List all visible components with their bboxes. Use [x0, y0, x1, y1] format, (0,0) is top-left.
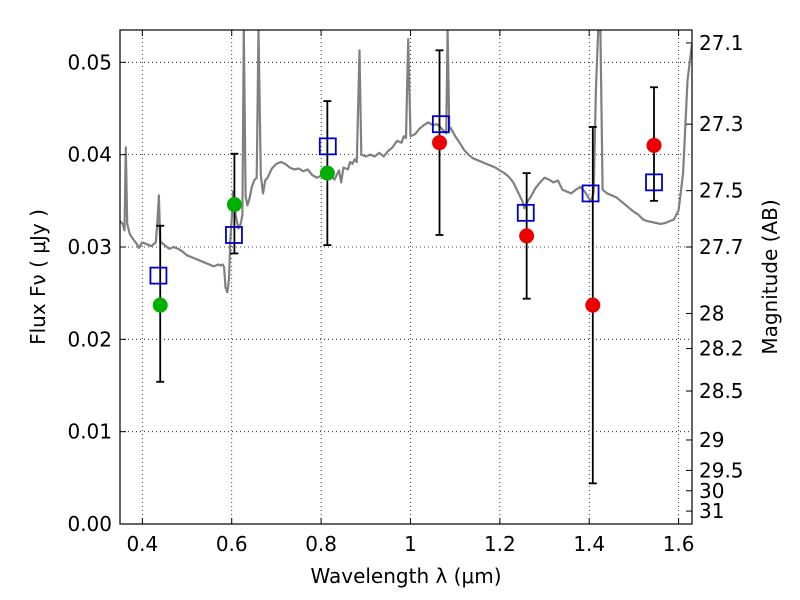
x-tick-label: 0.8: [305, 532, 337, 556]
model-spectrum-line: [120, 30, 692, 294]
x-tick-label: 1.2: [484, 532, 516, 556]
x-axis-label: Wavelength λ (μm): [310, 564, 501, 588]
model-photometry-square: [318, 137, 337, 156]
model-photometry-square: [581, 184, 600, 203]
right-tick-label: 30: [699, 479, 724, 503]
right-y-axis-label: Magnitude (AB): [758, 199, 782, 354]
x-tick-label: 0.4: [126, 532, 158, 556]
y-tick-label: 0.05: [67, 50, 112, 74]
x-tick-label: 0.6: [216, 532, 248, 556]
right-tick-label: 27.1: [699, 31, 744, 55]
observed-point-green: [152, 297, 168, 313]
model-photometry-square: [225, 226, 243, 244]
axis-ticks: 0.4 0.6 0.8 1 1.2 1.4 1.6 0.00 0.01 0.02 0.03 0.04 0…: [67, 30, 744, 556]
right-tick-label: 27.3: [699, 112, 744, 136]
spectrum-layer: [120, 30, 692, 294]
x-tick-label: 1.6: [663, 532, 695, 556]
observed-point-red: [646, 137, 662, 153]
y-axis-label: Flux Fν ( μJy ): [26, 209, 50, 345]
right-tick-label: 29.5: [699, 458, 744, 482]
y-tick-label: 0.01: [67, 420, 112, 444]
right-tick-label: 27.5: [699, 179, 744, 203]
right-tick-label: 31: [699, 499, 724, 523]
observed-point-red: [585, 297, 601, 313]
y-tick-label: 0.04: [67, 143, 112, 167]
y-tick-label: 0.00: [67, 512, 112, 536]
model-photometry-square: [516, 203, 535, 222]
observed-point-green: [226, 197, 242, 213]
y-tick-label: 0.02: [67, 327, 112, 351]
x-tick-label: 1.4: [573, 532, 605, 556]
model-photometry-square: [149, 266, 168, 285]
x-tick-label: 1: [404, 532, 417, 556]
model-photometry-square: [645, 173, 663, 192]
observed-point-green: [319, 165, 335, 181]
observed-point-red: [432, 135, 448, 151]
model-photometry-square: [431, 115, 450, 134]
y-tick-label: 0.03: [67, 235, 112, 259]
right-tick-label: 28: [699, 301, 724, 325]
right-tick-label: 27.7: [699, 235, 744, 259]
plot-frame: [119, 29, 693, 525]
points-layer: [149, 49, 663, 485]
observed-point-red: [519, 228, 535, 244]
right-tick-label: 28.2: [699, 337, 744, 361]
right-tick-label: 29: [699, 428, 724, 452]
right-tick-label: 28.5: [699, 379, 744, 403]
